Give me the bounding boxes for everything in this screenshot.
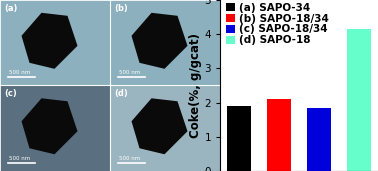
- Text: (b): (b): [114, 4, 128, 13]
- Legend: (a) SAPO-34, (b) SAPO-18/34, (c) SAPO-18/34, (d) SAPO-18: (a) SAPO-34, (b) SAPO-18/34, (c) SAPO-18…: [225, 2, 330, 46]
- Polygon shape: [22, 13, 77, 69]
- Text: (a): (a): [4, 4, 17, 13]
- Bar: [0, 85, 110, 171]
- Bar: [347, 29, 371, 171]
- Bar: [0, 0, 110, 85]
- Bar: [267, 99, 291, 171]
- Text: (c): (c): [4, 89, 17, 98]
- Text: 500 nm: 500 nm: [119, 70, 141, 75]
- Text: 500 nm: 500 nm: [9, 70, 31, 75]
- Bar: [110, 85, 220, 171]
- Bar: [110, 0, 220, 85]
- Text: 500 nm: 500 nm: [9, 156, 31, 161]
- Polygon shape: [132, 98, 187, 154]
- Polygon shape: [132, 13, 187, 69]
- Bar: [307, 108, 331, 171]
- Bar: [227, 106, 251, 171]
- Text: (d): (d): [114, 89, 128, 98]
- Polygon shape: [22, 98, 77, 154]
- Text: 500 nm: 500 nm: [119, 156, 141, 161]
- Y-axis label: Coke(%, g/gcat): Coke(%, g/gcat): [189, 33, 201, 138]
